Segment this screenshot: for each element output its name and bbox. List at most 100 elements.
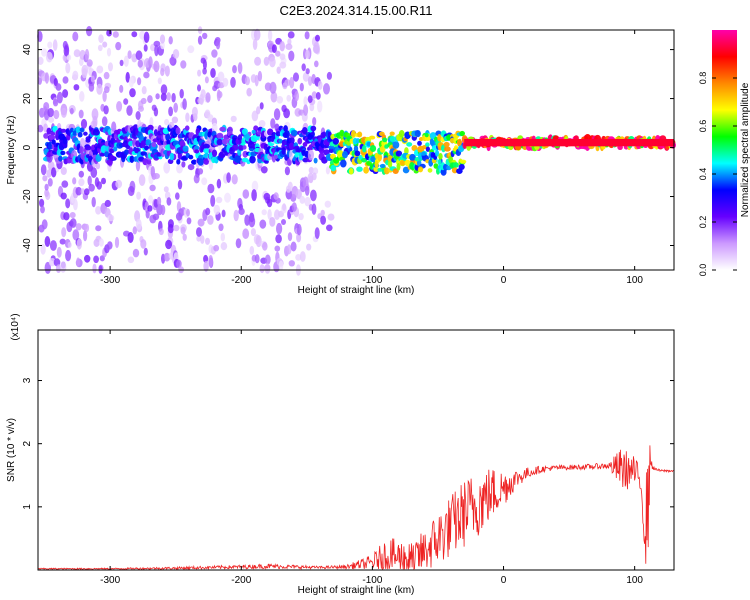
heatmap-cell [259,102,264,110]
y-tick-label: 40 [22,44,33,56]
heatmap-cell [45,51,53,63]
heatmap-cell [135,159,141,172]
heatmap-cell [65,198,71,209]
heatmap-cell [52,99,59,107]
heatmap-cell [310,125,317,132]
heatmap-cell [60,107,67,118]
heatmap-cell [166,92,171,101]
heatmap-cell [314,141,320,148]
heatmap-cell [248,215,256,228]
heatmap-cell [262,241,268,251]
heatmap-cell [203,148,211,154]
heatmap-cell [298,213,304,221]
heatmap-cell [320,209,325,217]
heatmap-cell [356,166,363,172]
heatmap-cell [203,143,210,149]
heatmap-cell [288,260,295,267]
heatmap-cell [459,159,467,164]
heatmap-cell [175,127,181,135]
heatmap-cell [326,71,332,80]
heatmap-cell [273,108,281,121]
heatmap-cell [47,41,53,49]
heatmap-cell [288,142,295,150]
heatmap-cell [123,55,129,67]
heatmap-cell [351,130,356,138]
heatmap-cell [93,255,99,264]
heatmap-cell [140,239,147,249]
heatmap-cell [136,191,142,200]
heatmap-cell [158,228,164,236]
heatmap-cell [109,155,116,161]
heatmap-cell [53,109,60,120]
heatmap-cell [213,204,221,215]
heatmap-cell [204,76,209,84]
heatmap-cell [62,139,68,145]
heatmap-cell [60,167,67,175]
heatmap-cell [182,145,189,152]
heatmap-cell [138,105,144,112]
spectrogram-x-label: Height of straight line (km) [298,285,415,296]
heatmap-cell [169,152,175,161]
heatmap-cell [159,34,166,44]
heatmap-cell [76,257,81,267]
heatmap-cell [270,118,276,129]
heatmap-cell [77,131,83,138]
heatmap-cell [307,149,314,161]
heatmap-cell [295,189,302,200]
heatmap-cell [273,154,279,159]
heatmap-cell [147,124,154,132]
heatmap-cell [182,233,187,241]
heatmap-cell [44,183,49,191]
heatmap-cell [78,170,85,178]
snr-x-ticks: -300 -200 -100 0 100 [100,330,643,586]
heatmap-cell [254,74,259,87]
heatmap-cell [163,162,171,174]
heatmap-cell [55,264,62,273]
heatmap-cell [49,240,57,251]
heatmap-cell [113,145,118,152]
heatmap-cell [278,138,283,144]
heatmap-cell [274,245,281,252]
heatmap-cell [127,50,132,59]
heatmap-cell [282,132,288,138]
heatmap-cell [205,207,211,216]
heatmap-cell [66,54,72,61]
x-tick-label: 100 [626,275,643,286]
heatmap-cell [417,166,424,173]
y-tick-label: 3 [22,377,33,383]
heatmap-cell [63,45,70,57]
heatmap-cell [317,100,323,113]
heatmap-cell [369,145,377,152]
heatmap-cell [202,67,207,75]
heatmap-cell [56,91,63,104]
heatmap-cell [85,138,91,143]
heatmap-cell [176,259,182,269]
heatmap-cell [103,71,110,80]
heatmap-cell [60,128,67,133]
heatmap-cell [127,232,134,243]
heatmap-cell [166,139,171,145]
heatmap-cell [43,102,50,111]
heatmap-cell [211,122,218,134]
y-tick-label: -20 [22,189,33,204]
heatmap-cell [187,164,195,171]
heatmap-cell [153,60,160,73]
heatmap-cell [179,88,184,99]
heatmap-cell [96,65,104,74]
spectrogram-x-ticks: -300 -200 -100 0 100 [100,30,643,286]
heatmap-cell [127,185,135,197]
heatmap-cell [197,35,203,45]
heatmap-cell [250,228,256,237]
heatmap-cell [220,232,225,242]
heatmap-cell [168,121,175,129]
heatmap-cell [197,158,204,166]
heatmap-cell [172,49,180,59]
heatmap-cell [98,34,104,43]
heatmap-cell [457,138,462,147]
heatmap-cell [143,44,148,52]
heatmap-cell [244,76,250,86]
heatmap-cell [242,228,250,239]
heatmap-cell [304,196,311,207]
heatmap-cell [51,167,57,178]
